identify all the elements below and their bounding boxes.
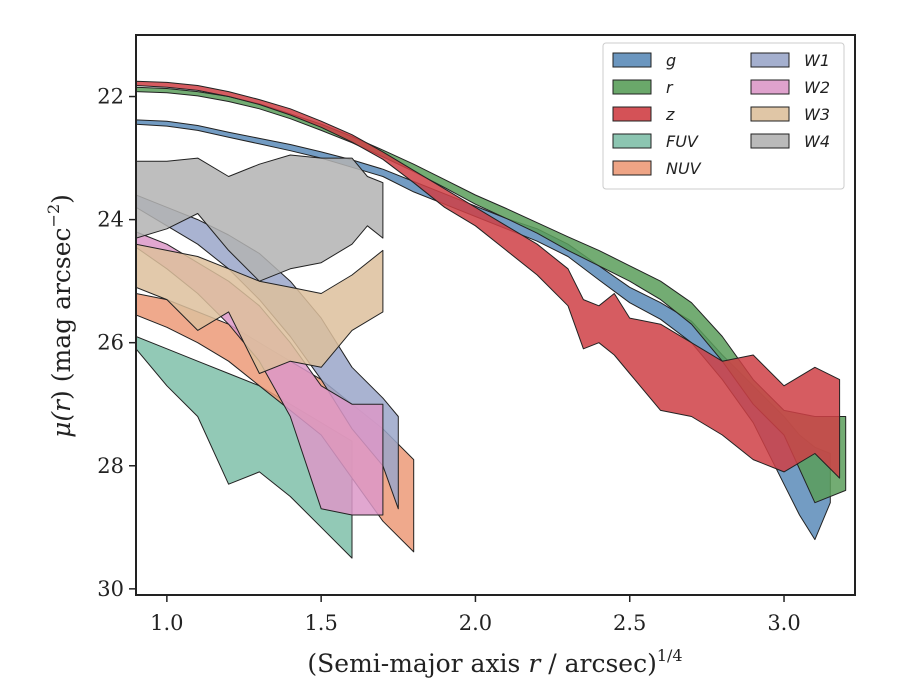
legend-swatch-r [612,79,652,95]
legend: grz FUV NUV W1 W2 W3 W4 [602,42,845,190]
y-tick-label: 26 [97,331,124,355]
x-axis-ticks: 1.0 1.5 2.0 2.5 3.0 [150,595,801,635]
legend-label-w4: W4 [804,132,830,151]
legend-label-z: z [665,105,675,124]
band-w4 [136,154,384,282]
legend-label-fuv: FUV [666,132,699,151]
y-axis-label: μ(r) (mag arcsec−2) [44,194,76,438]
legend-label-r: r [666,78,674,97]
legend-label-g: g [666,51,676,70]
legend-swatch-fuv [612,133,652,149]
legend-swatch-nuv [612,160,652,176]
legend-label-w2: W2 [804,78,830,97]
legend-label-w1: W1 [804,51,830,70]
y-tick-label: 22 [97,85,124,109]
x-tick-label: 3.0 [767,611,800,635]
band-r [136,86,847,504]
legend-swatch-w3 [750,106,790,122]
legend-swatch-z [612,106,652,122]
y-axis-ticks: 22 24 26 28 30 [97,85,136,601]
x-tick-label: 1.0 [150,611,183,635]
plot-frame [135,34,856,596]
y-tick-label: 24 [97,208,124,232]
legend-swatch-w4 [750,133,790,149]
legend-swatch-w2 [750,79,790,95]
x-tick-label: 2.0 [459,611,492,635]
x-tick-label: 1.5 [304,611,337,635]
band-w3 [136,243,384,374]
y-tick-label: 30 [97,577,124,601]
legend-swatch-g [612,52,652,68]
band-fuv [136,336,353,559]
y-tick-label: 28 [97,454,124,478]
x-tick-label: 2.5 [613,611,646,635]
legend-swatch-w1 [750,52,790,68]
band-z [136,80,841,479]
profile-bands [136,80,847,559]
x-axis-label: (Semi-major axis r / arcsec)1/4 [307,646,682,678]
legend-label-nuv: NUV [666,159,702,178]
legend-label-w3: W3 [804,105,830,124]
